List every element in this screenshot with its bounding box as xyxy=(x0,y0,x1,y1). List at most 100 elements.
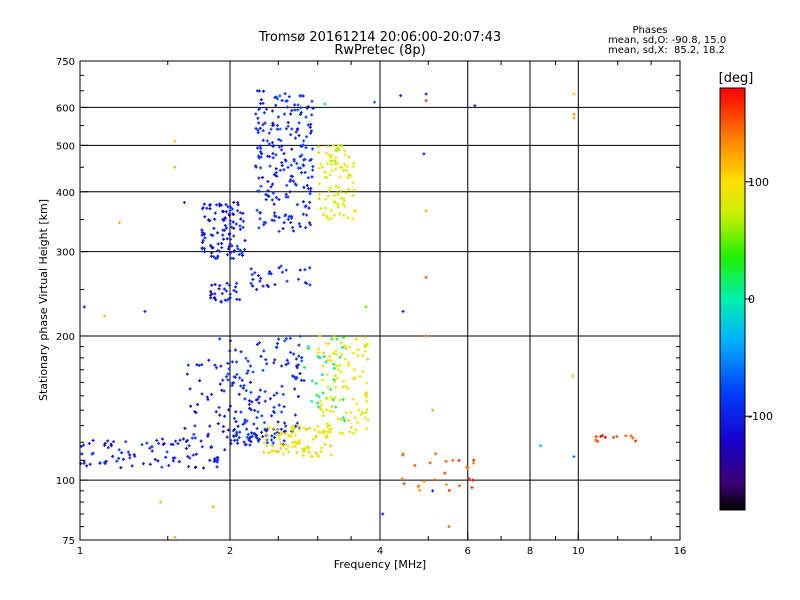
echo-point xyxy=(250,400,254,404)
echo-point xyxy=(290,428,294,432)
echo-point xyxy=(336,146,340,150)
echo-point xyxy=(332,351,336,355)
echo-point xyxy=(303,170,307,174)
echo-point xyxy=(352,431,356,435)
echo-point xyxy=(320,373,324,377)
echo-point xyxy=(300,145,304,149)
echo-point xyxy=(311,165,315,169)
echo-point xyxy=(365,408,369,412)
echo-point xyxy=(157,441,161,445)
echo-point xyxy=(318,430,322,434)
echo-point xyxy=(223,298,227,302)
echo-point xyxy=(324,360,328,364)
echo-point xyxy=(209,296,213,300)
echo-point xyxy=(287,214,291,218)
echo-point xyxy=(278,168,282,172)
echo-point xyxy=(265,444,269,448)
echo-point xyxy=(262,440,266,444)
echo-point xyxy=(323,429,327,433)
echo-point xyxy=(316,405,320,409)
echo-point xyxy=(301,453,305,457)
echo-point xyxy=(308,426,312,430)
echo-point xyxy=(318,356,322,360)
echo-point xyxy=(361,370,365,374)
echo-point xyxy=(270,414,274,418)
echo-point xyxy=(279,139,283,143)
echo-point xyxy=(245,371,249,375)
echo-point xyxy=(257,154,261,158)
echo-point xyxy=(278,94,282,98)
echo-point xyxy=(248,399,252,403)
echo-point xyxy=(314,381,318,385)
echo-point xyxy=(335,148,339,152)
echo-point xyxy=(351,217,355,221)
echo-point xyxy=(259,184,263,188)
echo-point xyxy=(120,451,124,455)
colorbar-ticks: 100 0 -100 xyxy=(745,176,773,423)
echo-point xyxy=(200,363,204,367)
echo-point xyxy=(228,296,232,300)
echo-point xyxy=(82,305,86,309)
echo-point xyxy=(246,359,250,363)
echo-point xyxy=(192,432,196,436)
echo-point xyxy=(337,144,341,148)
echo-point xyxy=(210,251,214,255)
echo-point xyxy=(111,454,115,458)
echo-point xyxy=(208,219,212,223)
echo-point xyxy=(265,441,269,445)
echo-point xyxy=(85,464,89,468)
echo-point xyxy=(325,373,329,377)
echo-point xyxy=(224,289,228,293)
echo-point xyxy=(208,458,212,462)
echo-point xyxy=(257,176,261,180)
echo-point xyxy=(331,143,335,147)
echo-point xyxy=(309,158,313,162)
echo-point xyxy=(339,188,343,192)
echo-point xyxy=(297,424,301,428)
echo-point xyxy=(272,409,276,413)
echo-point xyxy=(299,378,303,382)
echo-point xyxy=(305,281,309,285)
echo-point xyxy=(317,166,321,170)
echo-point xyxy=(261,138,265,142)
echo-point xyxy=(243,248,247,252)
echo-point xyxy=(243,419,247,423)
echo-point xyxy=(257,226,261,230)
echo-point xyxy=(284,127,288,131)
echo-point xyxy=(344,347,348,351)
echo-point xyxy=(284,431,288,435)
echo-point xyxy=(202,232,206,236)
echo-point xyxy=(256,116,260,120)
echo-point xyxy=(286,124,290,128)
echo-point xyxy=(243,239,247,243)
data-points xyxy=(79,89,638,539)
echo-point xyxy=(196,402,200,406)
echo-point xyxy=(317,395,321,399)
echo-point xyxy=(317,192,321,196)
echo-point xyxy=(283,92,287,96)
echo-point xyxy=(241,225,245,229)
echo-point xyxy=(326,145,330,149)
phase-info-title: Phases xyxy=(632,25,667,36)
echo-point xyxy=(335,376,339,380)
echo-point xyxy=(220,246,224,250)
echo-point xyxy=(160,465,164,469)
echo-point xyxy=(336,202,340,206)
echo-point xyxy=(228,339,232,343)
echo-point xyxy=(257,341,261,345)
echo-point xyxy=(227,408,231,412)
echo-point xyxy=(200,392,204,396)
echo-point xyxy=(299,171,303,175)
echo-point xyxy=(342,419,346,423)
echo-point xyxy=(284,268,288,272)
echo-point xyxy=(347,363,351,367)
echo-point xyxy=(88,462,92,466)
echo-point xyxy=(594,434,598,438)
echo-point xyxy=(269,185,273,189)
echo-point xyxy=(279,442,283,446)
echo-point xyxy=(225,281,229,285)
echo-point xyxy=(351,165,355,169)
echo-point xyxy=(333,379,337,383)
echo-point xyxy=(199,439,203,443)
chart-title: Tromsø 20161214 20:06:00-20:07:43 xyxy=(258,30,501,45)
